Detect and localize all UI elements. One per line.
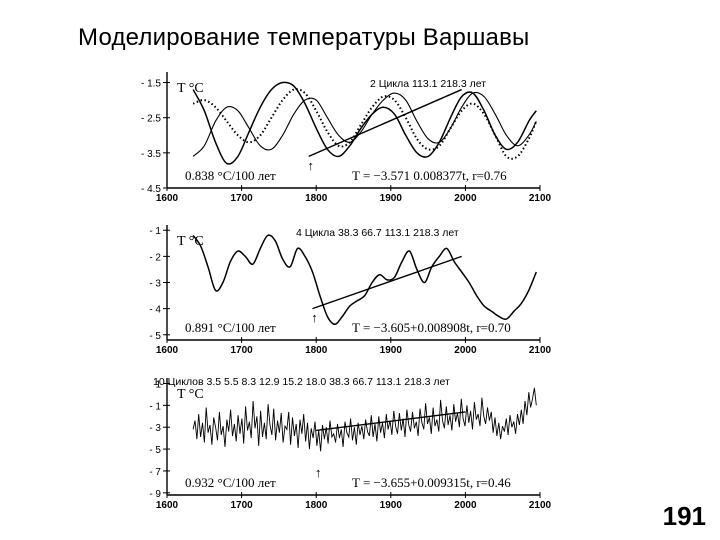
y-tick-label: - 9 <box>149 489 161 500</box>
trend-start-marker: ↑ <box>315 465 322 480</box>
series-line-1 <box>192 387 537 452</box>
trend-start-marker: ↑ <box>307 158 314 173</box>
x-tick-label: 2000 <box>454 193 477 204</box>
page-title: Моделирование температуры Варшавы <box>78 24 530 51</box>
chart-header: 4 Цикла 38.3 66.7 113.1 218.3 лет <box>296 227 459 239</box>
y-tick-label: - 5 <box>149 445 161 456</box>
equation-label: T = −3.605+0.008908t, r=0.70 <box>352 320 511 335</box>
series-line-1 <box>192 81 537 165</box>
y-tick-label: - 2.5 <box>141 114 161 125</box>
x-tick-label: 2100 <box>529 345 552 356</box>
y-tick-label: - 3.5 <box>141 149 161 160</box>
chart-header: 10 Циклов 3.5 5.5 8.3 12.9 15.2 18.0 38.… <box>153 376 450 388</box>
x-tick-label: 1600 <box>156 193 179 204</box>
x-tick-label: 2100 <box>529 193 552 204</box>
series-line-1 <box>192 234 537 326</box>
y-tick-label: - 3 <box>149 279 161 290</box>
x-tick-label: 1800 <box>305 345 328 356</box>
y-tick-label: - 1.5 <box>141 79 161 90</box>
x-tick-label: 1700 <box>230 345 253 356</box>
y-tick-label: - 5 <box>149 331 161 342</box>
unit-label: T °C <box>177 387 204 402</box>
y-tick-label: - 1 <box>149 226 161 237</box>
x-tick-label: 1900 <box>380 500 403 511</box>
x-tick-label: 2000 <box>454 500 477 511</box>
chart-panel-3 <box>163 378 541 498</box>
unit-label: T °C <box>177 234 204 249</box>
y-tick-label: 1 <box>155 379 161 390</box>
trend-start-marker: ↑ <box>311 310 318 325</box>
unit-label: T °C <box>177 81 204 96</box>
x-tick-label: 1600 <box>156 345 179 356</box>
x-tick-label: 2000 <box>454 345 477 356</box>
trend-line <box>308 88 462 158</box>
x-tick-label: 1700 <box>230 500 253 511</box>
series-line-2 <box>192 88 538 160</box>
y-tick-label: - 7 <box>149 467 161 478</box>
x-tick-label: 2100 <box>529 500 552 511</box>
rate-label: 0.932 °C/100 лет <box>185 475 276 490</box>
y-tick-label: - 2 <box>149 252 161 263</box>
x-tick-label: 1800 <box>305 193 328 204</box>
series-line-3 <box>192 91 537 157</box>
rate-label: 0.891 °C/100 лет <box>185 320 276 335</box>
equation-label: T = −3.655+0.009315t, r=0.46 <box>352 475 511 490</box>
x-tick-label: 1600 <box>156 500 179 511</box>
chart-panel-2 <box>163 225 541 343</box>
y-tick-label: - 4.5 <box>141 184 161 195</box>
y-tick-label: - 1 <box>149 401 161 412</box>
x-tick-label: 1700 <box>230 193 253 204</box>
chart-panel-1 <box>163 72 541 191</box>
chart-header: 2 Цикла 113.1 218.3 лет <box>370 78 486 90</box>
y-tick-label: - 3 <box>149 423 161 434</box>
y-tick-label: - 4 <box>149 305 161 316</box>
x-tick-label: 1900 <box>380 193 403 204</box>
equation-label: T = −3.571 0.008377t, r=0.76 <box>352 168 507 183</box>
x-tick-label: 1900 <box>380 345 403 356</box>
trend-line <box>312 255 462 310</box>
page-number: 191 <box>662 501 706 531</box>
x-tick-label: 1800 <box>305 500 328 511</box>
trend-line <box>316 411 466 432</box>
rate-label: 0.838 °C/100 лет <box>185 168 276 183</box>
